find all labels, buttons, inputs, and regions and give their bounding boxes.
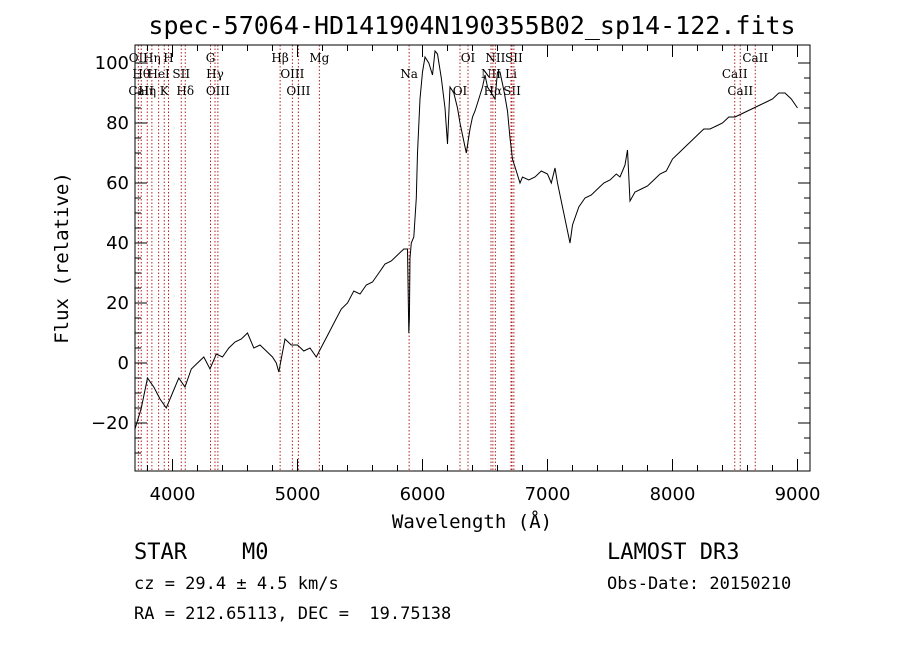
line-marker-label: NII (485, 51, 505, 65)
y-axis-label: Flux (relative) (51, 172, 73, 344)
y-tick-label: 0 (118, 353, 129, 374)
line-marker-label: Hβ (271, 51, 288, 65)
line-marker-label: Hη (138, 84, 156, 98)
line-marker-label: OIII (286, 84, 310, 98)
line-marker-label: Hη (143, 51, 161, 65)
line-marker-label: Hδ (176, 84, 194, 98)
line-marker-label: Hγ (206, 67, 224, 81)
x-tick-label: 9000 (775, 484, 821, 505)
x-tick-label: 4000 (150, 484, 196, 505)
line-marker-label: OIII (206, 84, 230, 98)
line-marker-label: CaII (722, 67, 748, 81)
ra-dec: RA = 212.65113, DEC = 19.75138 (134, 604, 452, 624)
y-tick-label: 40 (106, 233, 129, 254)
line-marker-label: OIII (280, 67, 304, 81)
y-tick-label: −20 (91, 413, 129, 434)
line-marker-label: Li (505, 67, 517, 81)
line-markers: OIIHθCaIIHηHηHeIKHSIIHδGHγOIIIHβOIIIOIII… (128, 45, 768, 471)
line-marker-label: K (160, 84, 170, 98)
chart-title: spec-57064-HD141904N190355B02_sp14-122.f… (148, 11, 795, 40)
obs-date: Obs-Date: 20150210 (607, 574, 792, 594)
line-marker-label: OII (129, 51, 149, 65)
x-tick-label: 8000 (650, 484, 696, 505)
y-tick-label: 60 (106, 173, 129, 194)
subclass: M0 (242, 540, 269, 565)
line-marker-label: OI (453, 84, 468, 98)
y-tick-label: 100 (95, 53, 129, 74)
x-tick-label: 5000 (275, 484, 321, 505)
spectrum-series-line (134, 49, 798, 430)
line-marker-label: NII (481, 67, 501, 81)
line-marker-label: SII (172, 67, 190, 81)
line-marker-label: H (163, 51, 173, 65)
y-axis: −20 0 20 40 60 80 100 (91, 53, 810, 454)
line-marker-label: Na (400, 67, 418, 81)
line-marker-label: SII (505, 51, 523, 65)
star-type: STAR (134, 540, 187, 565)
redshift-cz: cz = 29.4 ± 4.5 km/s (134, 574, 339, 594)
y-tick-label: 20 (106, 293, 129, 314)
line-marker-label: CaII (727, 84, 753, 98)
line-marker-label: G (206, 51, 216, 65)
plot-frame (134, 44, 811, 472)
x-tick-label: 7000 (525, 484, 571, 505)
line-marker-label: HeI (147, 67, 170, 81)
line-marker-label: Mg (309, 51, 329, 65)
line-marker-label: OI (461, 51, 476, 65)
x-tick-label: 6000 (400, 484, 446, 505)
x-axis-label: Wavelength (Å) (392, 510, 552, 533)
line-marker-label: CaII (742, 51, 768, 65)
line-marker-label: SII (503, 84, 521, 98)
x-axis: 4000 5000 6000 7000 8000 9000 (147, 45, 821, 505)
survey-name: LAMOST DR3 (607, 540, 740, 565)
y-tick-label: 80 (106, 113, 129, 134)
